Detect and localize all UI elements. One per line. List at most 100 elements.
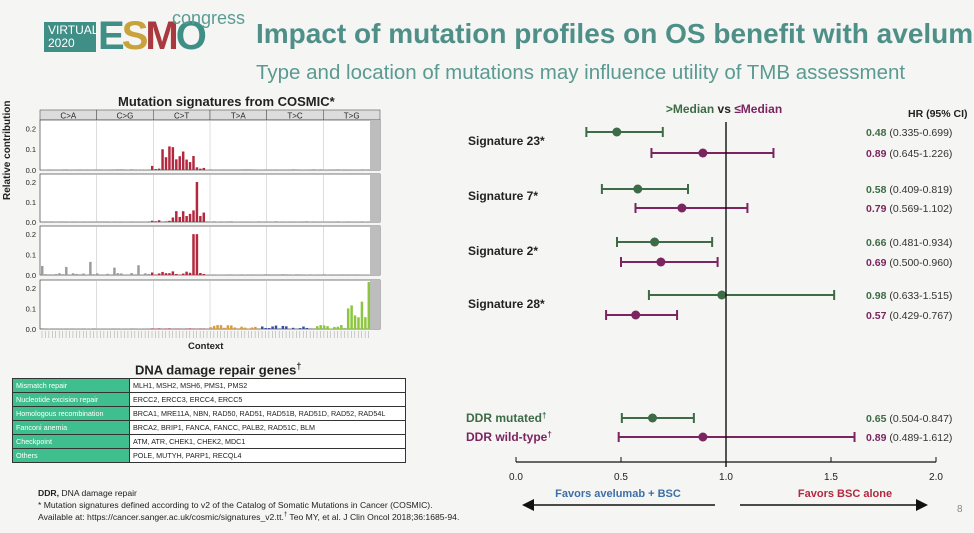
favors-right-label: Favors BSC alone (798, 488, 892, 500)
signature-bar (171, 271, 175, 275)
signature-bar (71, 273, 75, 275)
signature-bar (168, 220, 171, 222)
signature-bar (78, 274, 82, 275)
legend-below: ≤Median (734, 102, 782, 116)
signature-bar (195, 234, 199, 275)
signature-bar (185, 271, 188, 275)
logo-letter: E (98, 14, 125, 58)
signature-bar (295, 274, 298, 275)
footnote-def: DNA damage repair (59, 488, 137, 498)
favors-left-label: Favors avelumab + BSC (555, 488, 681, 500)
signature-bar (316, 326, 319, 329)
hr-value: 0.89 (0.489-1.612) (866, 432, 952, 444)
signature-bar (144, 273, 147, 275)
signature-bar (281, 169, 285, 170)
footnote-url[interactable]: Available at: https://cancer.sanger.ac.u… (38, 512, 284, 522)
signature-bar (264, 274, 267, 275)
signature-bar (216, 221, 219, 222)
signature-y-tick: 0.2 (26, 124, 36, 133)
signature-bar (199, 273, 202, 275)
substitution-header-label: C>G (117, 112, 134, 121)
hr-estimate: 0.57 (866, 310, 889, 322)
signature-bar (171, 147, 175, 170)
signature-bar (257, 169, 261, 170)
signature-bar (130, 169, 133, 170)
pathway-cell: Nucleotide excision repair (12, 392, 130, 407)
ddr-row-label: DDR mutated† (466, 411, 546, 426)
signature-bar (243, 221, 247, 222)
signature-bar (199, 168, 202, 170)
signature-bar (168, 328, 171, 329)
hr-value: 0.48 (0.335-0.699) (866, 127, 952, 139)
group-label: Signature 28* (468, 297, 545, 311)
signature-bar (223, 327, 226, 329)
signature-bar (178, 156, 181, 170)
signature-bar (54, 274, 58, 275)
logo-virtual-text: VIRTUAL (48, 23, 99, 37)
signature-bar (243, 274, 247, 275)
logo-year-text: 2020 (48, 36, 75, 50)
signature-bar (58, 221, 61, 222)
signature-bar (267, 274, 271, 275)
signature-bar (188, 213, 192, 222)
signature-bar (281, 274, 285, 275)
hr-value: 0.66 (0.481-0.934) (866, 237, 952, 249)
signature-bar (353, 169, 357, 170)
signature-bar (206, 221, 209, 222)
signature-bar (151, 220, 154, 222)
logo-letter: S (121, 14, 149, 58)
hr-estimate: 0.58 (866, 184, 889, 196)
ddr-row-mark: † (547, 430, 551, 439)
signature-bar (130, 273, 133, 275)
hr-ci: (0.481-0.934) (889, 237, 952, 249)
signature-bar (278, 274, 281, 275)
hr-header: HR (95% CI) (908, 108, 968, 120)
signature-bar (192, 210, 195, 222)
genes-cell: ATM, ATR, CHEK1, CHEK2, MDC1 (129, 434, 406, 449)
group-label: Signature 2* (468, 244, 538, 258)
mutation-signatures-chart: C>A C>G C>T T>A T>C T>G 0.2 0.1 0.0 0.2 0.1 0.0 0.2 0… (26, 109, 381, 338)
footnote-reference: Available at: https://cancer.sanger.ac.u… (38, 512, 459, 522)
hr-ci: (0.489-1.612) (889, 432, 952, 444)
legend-above: >Median (666, 102, 714, 116)
signature-bar (264, 328, 267, 329)
table-row: Checkpoint ATM, ATR, CHEK1, CHEK2, MDC1 (12, 434, 406, 449)
signature-bar (168, 273, 171, 275)
hr-point (717, 290, 727, 300)
signature-bar (140, 221, 144, 222)
signature-bar (151, 165, 154, 170)
favors-left-arrow-head (522, 499, 534, 511)
signature-bar (216, 325, 219, 329)
signature-bar (336, 274, 340, 275)
signature-y-tick: 0.2 (26, 284, 36, 293)
signature-bar (96, 221, 99, 222)
signature-bar (82, 169, 85, 170)
signature-bar (41, 328, 44, 329)
signature-bar (219, 274, 223, 275)
signature-bar (343, 328, 346, 329)
group-label: Signature 23* (468, 134, 545, 148)
signature-bar (164, 221, 168, 222)
signature-bar (254, 326, 257, 329)
signature-bar (188, 162, 192, 170)
signature-bar (305, 221, 309, 222)
signature-bar (285, 169, 288, 170)
hr-value: 0.98 (0.633-1.515) (866, 290, 952, 302)
signature-bar (233, 327, 236, 329)
signature-bar (96, 169, 99, 170)
ddr-title-mark: † (296, 361, 302, 371)
pathway-cell: Fanconi anemia (12, 420, 130, 435)
ddr-title-text: DNA damage repair genes (135, 362, 297, 378)
substitution-header-label: C>A (60, 112, 76, 121)
signature-bar (243, 169, 247, 170)
signatures-panel-title: Mutation signatures from COSMIC* (118, 94, 335, 109)
signature-y-tick: 0.2 (26, 178, 36, 187)
signature-bar (226, 169, 230, 170)
signature-bar (130, 328, 133, 329)
signature-bar (178, 216, 181, 222)
signature-bar (305, 274, 309, 275)
signature-bar (230, 325, 233, 329)
forest-plot: >Median vs ≤Median HR (95% CI) Signature 2… (466, 102, 968, 511)
signature-bar (133, 274, 137, 275)
signature-bar (240, 169, 243, 170)
